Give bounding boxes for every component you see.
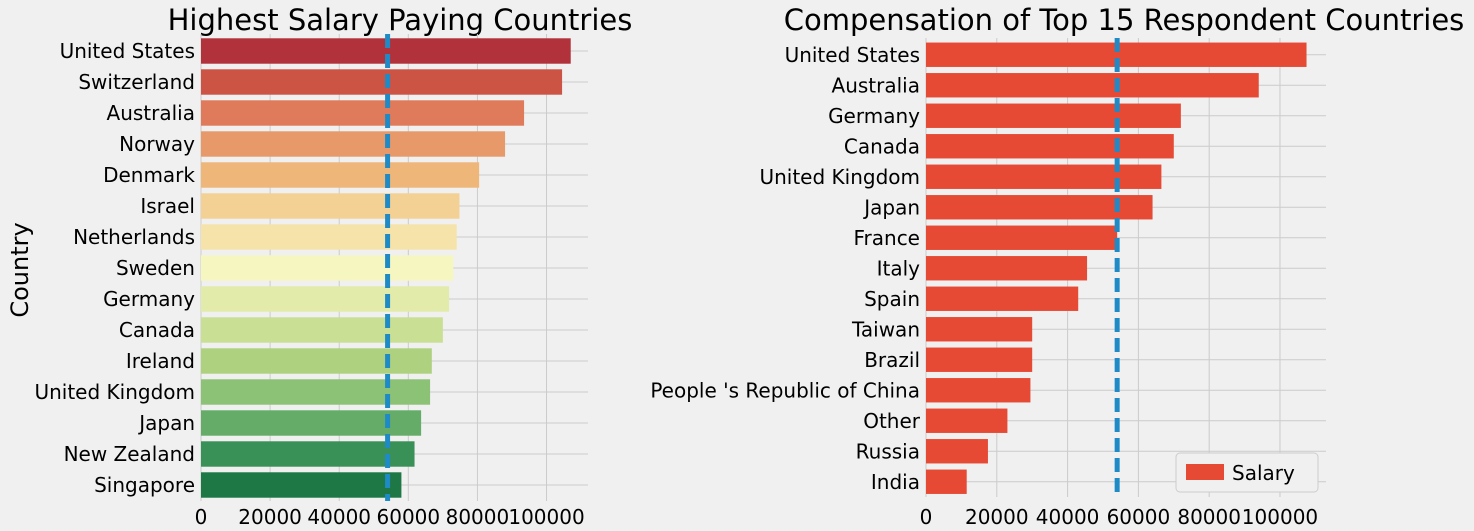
bar (201, 162, 480, 188)
x-tick-label: 40000 (307, 505, 371, 529)
bars (201, 38, 571, 498)
bar (926, 103, 1181, 128)
x-tick-label: 80000 (446, 505, 510, 529)
y-tick-label: France (853, 226, 920, 250)
bar (926, 73, 1259, 98)
y-tick-label: Spain (864, 287, 920, 311)
y-tick-label: New Zealand (64, 442, 195, 466)
legend-box (1175, 452, 1319, 493)
y-tick-labels: United States Australia Germany Canada Unite… (650, 43, 920, 494)
x-tick-label: 60000 (377, 505, 441, 529)
x-tick-label: 40000 (1036, 505, 1100, 529)
y-tick-label: Singapore (94, 473, 195, 497)
x-tick-labels: 0 20000 40000 60000 80000 100000 (920, 505, 1319, 529)
x-tick-labels: 0 20000 40000 60000 80000 100000 (195, 505, 585, 529)
y-tick-label: Russia (856, 439, 920, 463)
x-tick-label: 20000 (965, 505, 1029, 529)
y-tick-label: India (871, 470, 920, 494)
y-tick-label: Switzerland (78, 70, 195, 94)
bar (926, 134, 1174, 159)
bar (926, 469, 967, 494)
y-tick-label: Japan (862, 195, 920, 219)
x-tick-label: 60000 (1107, 505, 1171, 529)
legend: Salary (1175, 452, 1319, 493)
y-tick-label: Italy (877, 256, 921, 280)
y-tick-label: Canada (119, 318, 195, 342)
bar (201, 255, 454, 281)
y-tick-label: Australia (107, 101, 195, 125)
bar (201, 317, 443, 343)
x-tick-label: 0 (920, 505, 933, 529)
x-tick-label: 100000 (1242, 505, 1318, 529)
bar (926, 164, 1162, 189)
y-tick-label: Germany (828, 104, 920, 128)
bar (201, 348, 432, 374)
bar (201, 441, 415, 467)
y-tick-label: Other (863, 409, 921, 433)
bar (926, 378, 1031, 403)
y-tick-label: United States (785, 43, 920, 67)
bar (201, 286, 450, 312)
bar (926, 225, 1118, 250)
y-tick-label: United States (60, 39, 195, 63)
chart-highest-salary: Highest Salary Paying Countries Country … (6, 3, 632, 529)
legend-label-salary: Salary (1232, 461, 1295, 485)
x-tick-label: 0 (195, 505, 208, 529)
bar (201, 131, 506, 157)
y-tick-label: Japan (137, 411, 195, 435)
bar (201, 69, 563, 95)
bar (926, 408, 1008, 433)
x-tick-label: 80000 (1177, 505, 1241, 529)
x-tick-label: 20000 (238, 505, 302, 529)
y-tick-label: Brazil (864, 348, 920, 372)
bar (201, 193, 460, 219)
y-tick-label: Denmark (103, 163, 195, 187)
bar (926, 347, 1033, 372)
y-tick-label: Germany (103, 287, 195, 311)
x-tick-label: 100000 (508, 505, 584, 529)
y-tick-label: Canada (844, 134, 920, 158)
y-tick-label: Taiwan (851, 317, 920, 341)
y-tick-label: Australia (832, 73, 920, 97)
bar (201, 379, 431, 405)
chart-title: Compensation of Top 15 Respondent Countr… (784, 3, 1465, 37)
legend-swatch (1186, 464, 1224, 480)
y-tick-label: Sweden (116, 256, 195, 280)
bar (926, 256, 1088, 281)
bar (201, 100, 525, 126)
chart-title: Highest Salary Paying Countries (168, 3, 633, 37)
chart-compensation-top15: Compensation of Top 15 Respondent Countr… (650, 3, 1464, 529)
bar (201, 224, 457, 250)
y-tick-label: People 's Republic of China (650, 378, 920, 402)
bar (926, 439, 988, 464)
y-tick-label: United Kingdom (759, 165, 920, 189)
y-tick-label: United Kingdom (34, 380, 195, 404)
bar (201, 410, 422, 436)
bar (926, 286, 1079, 311)
y-tick-label: Netherlands (73, 225, 195, 249)
bar (201, 472, 402, 498)
y-tick-label: Israel (140, 194, 195, 218)
y-tick-label: Norway (119, 132, 195, 156)
y-tick-label: Ireland (126, 349, 195, 373)
y-tick-labels: United States Switzerland Australia Norway D… (34, 39, 195, 497)
bar (926, 317, 1033, 342)
y-axis-label: Country (6, 222, 34, 317)
